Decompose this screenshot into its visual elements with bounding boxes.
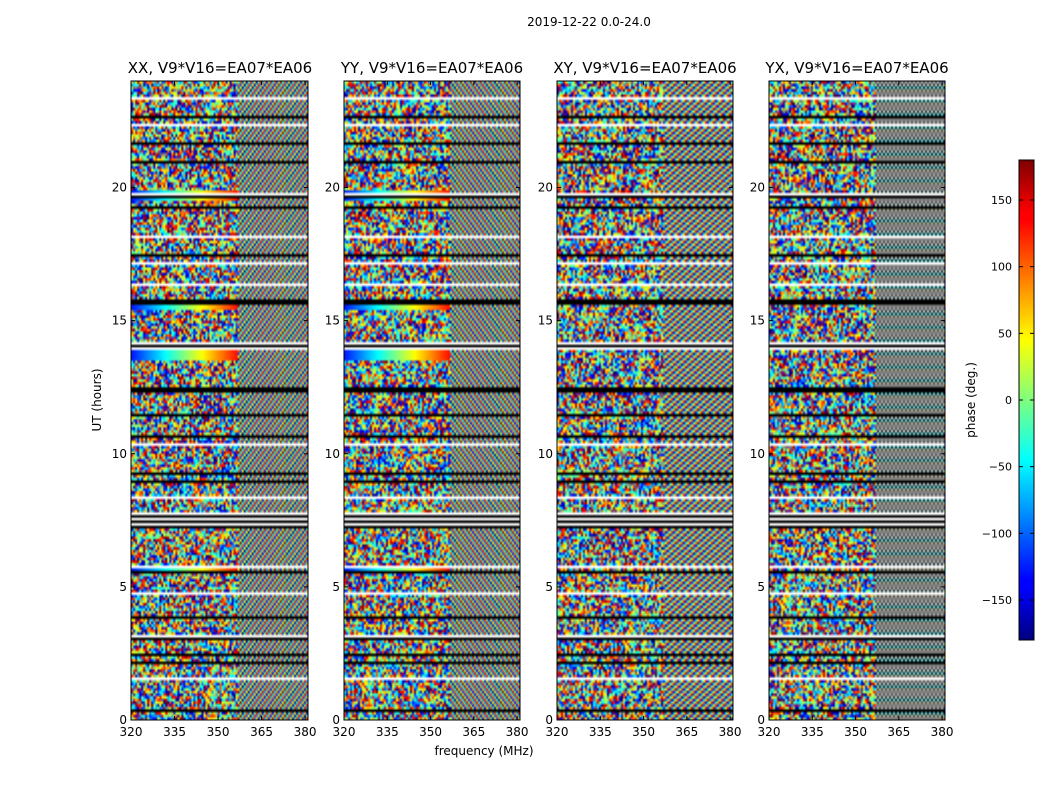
x-tick-label: 320 <box>120 725 143 739</box>
panel-xy: XY, V9*V16=EA07*EA06 320 335 350 365 380 0 5 1… <box>538 59 742 739</box>
colorbar-tick-label: −100 <box>982 527 1012 540</box>
x-tick-label: 350 <box>632 725 655 739</box>
y-axis-yx: 0 5 10 15 20 <box>750 181 945 727</box>
y-tick-label: 0 <box>119 713 127 727</box>
y-tick-label: 15 <box>750 314 765 328</box>
colorbar-label: phase (deg.) <box>964 362 978 438</box>
x-tick-label: 335 <box>589 725 612 739</box>
heatmap-xy <box>557 81 733 720</box>
x-axis-yy: 320 335 350 365 380 <box>333 81 529 739</box>
panel-yx: YX, V9*V16=EA07*EA06 320 335 350 365 380 0 5 1… <box>750 59 954 739</box>
x-tick-label: 335 <box>801 725 824 739</box>
y-tick-label: 5 <box>757 580 765 594</box>
heatmap-image <box>769 81 945 720</box>
y-tick-label: 20 <box>325 181 340 195</box>
figure-suptitle: 2019-12-22 0.0-24.0 <box>527 15 651 29</box>
y-axis-yy: 0 5 10 15 20 <box>325 181 520 727</box>
y-tick-label: 10 <box>538 447 553 461</box>
y-tick-label: 10 <box>750 447 765 461</box>
x-axis-yx: 320 335 350 365 380 <box>758 81 954 739</box>
x-tick-label: 320 <box>546 725 569 739</box>
y-tick-label: 0 <box>545 713 553 727</box>
colorbar-tick-label: 100 <box>991 261 1012 274</box>
panel-title-yy: YY, V9*V16=EA07*EA06 <box>340 59 523 77</box>
y-tick-label: 0 <box>332 713 340 727</box>
axes-frame-xy <box>556 80 734 721</box>
heatmap-image <box>344 81 520 720</box>
y-tick-label: 10 <box>325 447 340 461</box>
x-tick-label: 320 <box>333 725 356 739</box>
colorbar-tick-label: 0 <box>1005 394 1012 407</box>
x-tick-label: 350 <box>844 725 867 739</box>
heatmap-yy <box>344 81 520 720</box>
heatmap-yx <box>769 81 945 720</box>
y-tick-label: 5 <box>119 580 127 594</box>
x-tick-label: 365 <box>887 725 910 739</box>
y-axis-xy: 0 5 10 15 20 <box>538 181 733 727</box>
y-tick-label: 0 <box>757 713 765 727</box>
heatmap-image <box>131 81 308 720</box>
x-tick-label: 380 <box>506 725 529 739</box>
x-axis-xy: 320 335 350 365 380 <box>546 81 742 739</box>
y-tick-label: 20 <box>750 181 765 195</box>
y-tick-label: 5 <box>332 580 340 594</box>
x-tick-label: 380 <box>719 725 742 739</box>
y-axis-xx: 0 5 10 15 20 <box>112 181 308 727</box>
y-tick-label: 15 <box>325 314 340 328</box>
x-tick-label: 350 <box>207 725 230 739</box>
y-tick-label: 20 <box>538 181 553 195</box>
panel-yy: YY, V9*V16=EA07*EA06 320 335 350 365 380 0 5 1… <box>325 59 529 739</box>
x-tick-label: 335 <box>163 725 186 739</box>
heatmap-image <box>557 81 733 720</box>
colorbar: 150 100 50 0 −50 −100 −150 phase (deg.) <box>964 159 1035 641</box>
x-axis-xx: 320 335 350 365 380 <box>120 81 317 739</box>
y-tick-label: 15 <box>538 314 553 328</box>
x-tick-label: 320 <box>758 725 781 739</box>
axes-frame-yy <box>343 80 521 721</box>
panel-xx: XX, V9*V16=EA07*EA06 320 335 350 365 380 0 5 1… <box>112 59 317 739</box>
colorbar-tick-label: −50 <box>989 461 1012 474</box>
x-tick-label: 365 <box>250 725 273 739</box>
heatmap-xx <box>131 81 308 720</box>
colorbar-tick-label: −150 <box>982 594 1012 607</box>
y-axis-label: UT (hours) <box>90 368 104 431</box>
y-tick-label: 15 <box>112 314 127 328</box>
x-axis-label: frequency (MHz) <box>434 744 533 758</box>
x-tick-label: 380 <box>931 725 954 739</box>
colorbar-tick-label: 50 <box>998 327 1012 340</box>
y-tick-label: 5 <box>545 580 553 594</box>
panel-title-xy: XY, V9*V16=EA07*EA06 <box>553 59 736 77</box>
x-tick-label: 380 <box>294 725 317 739</box>
x-tick-label: 365 <box>462 725 485 739</box>
x-tick-label: 335 <box>376 725 399 739</box>
colorbar-tick-label: 150 <box>991 194 1012 207</box>
y-tick-label: 10 <box>112 447 127 461</box>
x-tick-label: 350 <box>419 725 442 739</box>
axes-frame-xx <box>130 80 309 721</box>
colorbar-ticks: 150 100 50 0 −50 −100 −150 <box>982 194 1034 607</box>
axes-frame-yx <box>768 80 946 721</box>
panel-title-xx: XX, V9*V16=EA07*EA06 <box>128 59 312 77</box>
x-tick-label: 365 <box>675 725 698 739</box>
panel-title-yx: YX, V9*V16=EA07*EA06 <box>764 59 948 77</box>
y-tick-label: 20 <box>112 181 127 195</box>
